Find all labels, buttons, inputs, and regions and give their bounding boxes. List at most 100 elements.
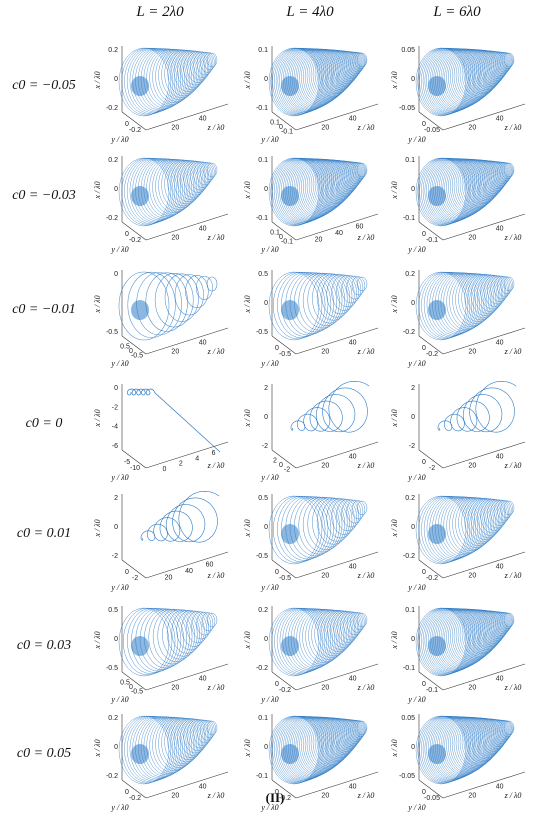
y-tick-label: 0 — [422, 231, 426, 238]
core-cluster — [281, 524, 299, 544]
y-tick-label: 0 — [422, 345, 426, 352]
row-label: c0 = 0.05 — [16, 746, 72, 761]
z-tick-label: 40 — [335, 230, 343, 237]
y-axis-label: y / λ0 — [260, 583, 278, 592]
y-tick-label: 0 — [275, 681, 279, 688]
z-tick-label: 40 — [496, 676, 504, 683]
y-axis-label: y / λ0 — [110, 245, 128, 254]
y-tick-label: -0.2 — [129, 795, 141, 802]
z-axis-label: z / λ0 — [357, 347, 375, 356]
axes — [271, 46, 379, 131]
y-tick-label: 2 — [273, 458, 277, 465]
y-axis-label: y / λ0 — [407, 803, 425, 812]
z-tick-label: 2 — [179, 461, 183, 468]
core-cluster — [428, 636, 446, 656]
core-cluster — [131, 636, 149, 656]
z-tick-label: 20 — [315, 237, 323, 244]
z-tick-label: 20 — [171, 684, 179, 691]
x-tick-label: 0.2 — [405, 495, 415, 502]
trajectory-panel: 0.1 0 -0.1 0 -0.1 20 40 x / λ0 y / λ0 z / λ0 — [385, 148, 535, 258]
y-tick-label: 0 — [129, 348, 133, 355]
x-tick-label: -0.2 — [403, 329, 415, 336]
x-axis-label: x / λ0 — [390, 409, 399, 427]
x-axis-label: x / λ0 — [243, 71, 252, 89]
core-cluster — [281, 76, 299, 96]
y-tick-label: 0 — [125, 569, 129, 576]
x-axis-label: x / λ0 — [243, 181, 252, 199]
x-tick-label: -0.5 — [106, 665, 118, 672]
x-tick-label: 0.1 — [258, 715, 268, 722]
row-label: c0 = −0.03 — [12, 188, 76, 203]
x-tick-label: 2 — [264, 385, 268, 392]
trajectory-loops — [268, 271, 368, 341]
axes — [418, 494, 526, 579]
trajectory-panel: 0 -0.5 0.5 0 -0.5 20 40 x / λ0 y / λ0 z / λ0 — [88, 262, 238, 372]
y-tick-label: 0.1 — [270, 120, 280, 127]
trajectory-loops — [415, 607, 515, 677]
y-tick-label: -0.2 — [279, 795, 291, 802]
z-axis-label: z / λ0 — [504, 123, 522, 132]
core-cluster — [428, 186, 446, 206]
x-tick-label: 2 — [114, 495, 118, 502]
axes — [121, 714, 229, 799]
trajectory-loops — [268, 157, 368, 227]
trajectory-panel: 0.05 0 -0.05 0 -0.05 20 40 x / λ0 y / λ0 z / λ0 — [385, 706, 535, 816]
column-header: L = 2λ0 — [136, 4, 184, 20]
x-axis-label: x / λ0 — [93, 519, 102, 537]
y-tick-label: -2 — [132, 575, 138, 582]
trajectory-panel: 0.5 0 -0.5 0 -0.5 20 40 x / λ0 y / λ0 z / λ0 — [238, 486, 388, 596]
z-axis-label: z / λ0 — [357, 683, 375, 692]
x-axis-label: x / λ0 — [93, 739, 102, 757]
x-tick-label: 0 — [114, 76, 118, 83]
y-tick-label: -0.2 — [279, 687, 291, 694]
axes — [121, 606, 229, 691]
panel-plot: 0 -2 -4 -6 -5-10 0 2 4 6 x / λ0 y / λ0 z / λ0 — [93, 384, 229, 482]
trajectory-panel: 0.2 0 -0.2 0 -0.2 20 40 x / λ0 y / λ0 z / λ0 — [88, 706, 238, 816]
y-tick-label: -0.5 — [131, 689, 143, 696]
y-tick-label: 0 — [125, 121, 129, 128]
z-tick-label: 20 — [468, 684, 476, 691]
z-tick-label: 20 — [468, 462, 476, 469]
column-header: L = 6λ0 — [433, 4, 481, 20]
y-tick-label: 0 — [125, 231, 129, 238]
z-tick-label: 6 — [212, 450, 216, 457]
x-axis-label: x / λ0 — [243, 295, 252, 313]
axes — [418, 384, 526, 469]
core-cluster — [281, 300, 299, 320]
x-tick-label: -0.5 — [256, 553, 268, 560]
z-axis-label: z / λ0 — [504, 233, 522, 242]
y-tick-label: 0 — [279, 234, 283, 241]
x-tick-label: -0.5 — [106, 329, 118, 336]
x-axis-label: x / λ0 — [390, 295, 399, 313]
axes — [418, 606, 526, 691]
z-axis-label: z / λ0 — [357, 461, 375, 470]
y-axis-label: y / λ0 — [110, 695, 128, 704]
z-tick-label: 60 — [356, 224, 364, 231]
x-axis-label: x / λ0 — [243, 409, 252, 427]
z-axis-label: z / λ0 — [207, 571, 225, 580]
axes — [121, 494, 229, 579]
y-tick-label: 0 — [422, 569, 426, 576]
y-tick-label: -0.2 — [129, 237, 141, 244]
y-tick-label: 0.1 — [270, 230, 280, 237]
y-tick-label: -0.05 — [424, 127, 440, 134]
core-cluster — [131, 186, 149, 206]
trajectory-panel: 2 0 -2 0 -2 20 40 x / λ0 y / λ0 z / λ0 — [385, 376, 535, 486]
x-tick-label: 0 — [114, 524, 118, 531]
x-tick-label: 0 — [411, 414, 415, 421]
trajectory-panel: 0.2 0 -0.2 0 -0.2 20 40 x / λ0 y / λ0 z / λ0 — [88, 148, 238, 258]
z-tick-label: 20 — [468, 124, 476, 131]
trajectory-spiral — [140, 490, 220, 543]
y-tick-label: 0 — [275, 789, 279, 796]
trajectory-panel: 0.1 0 -0.1 0 -0.2 20 40 x / λ0 y / λ0 z / λ0 — [238, 706, 388, 816]
y-tick-label: -2 — [284, 467, 290, 474]
x-axis-label: x / λ0 — [390, 181, 399, 199]
trajectory-panel: 0.5 0 -0.5 0.5 0 -0.5 20 40 x / λ0 y / λ0 z / λ0 — [88, 598, 238, 708]
y-axis-label: y / λ0 — [407, 135, 425, 144]
core-cluster — [131, 76, 149, 96]
